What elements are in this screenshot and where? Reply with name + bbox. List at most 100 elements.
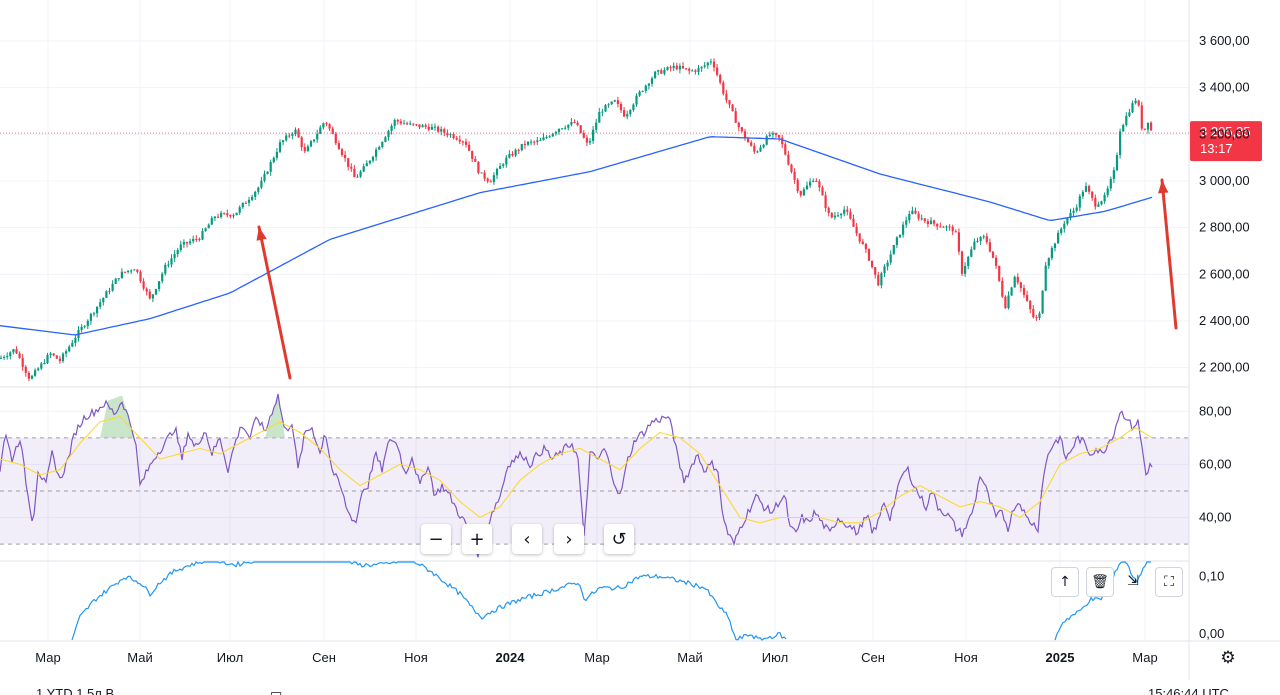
candle-body [30,375,34,379]
candle-body [579,125,582,133]
candle-body [102,297,105,303]
candle-body [123,271,127,273]
candle-body [1103,195,1106,202]
candle-body [368,160,371,164]
candle-body [3,357,6,359]
candle-body [1146,122,1150,130]
candle-body [1084,186,1088,192]
candle-body [114,278,117,284]
candle-body [61,353,65,362]
candle-body [12,349,15,353]
candle-body [861,241,864,245]
rsi-axis-label: 40,00 [1199,510,1232,525]
candle-body [988,242,991,252]
scroll-left-button[interactable]: ‹ [512,524,542,554]
candle-body [136,269,139,272]
candle-body [278,142,282,152]
candle-body [1044,265,1047,291]
candle-body [824,195,827,209]
candle-body [37,368,40,371]
candle-body [613,100,616,102]
candle-body [716,67,719,75]
candle-body [530,141,533,143]
candle-body [24,366,27,373]
candle-body [669,67,672,69]
candle-body [598,111,601,123]
candle-body [288,135,291,137]
indicator-line [71,560,787,641]
candle-body [672,65,675,69]
zoom-in-button[interactable]: + [462,524,492,554]
candle-body [802,189,805,196]
bottom-toolbar: 1 YTD 1 5л В ▭ 15:46:44 UTC [0,680,1280,695]
chart-settings-button[interactable]: ⚙ [1215,645,1241,671]
candle-body [427,126,430,130]
candle-body [564,127,567,129]
candle-body [638,91,641,96]
candle-body [1115,155,1119,171]
delete-pane-button[interactable]: 🗑 [1086,567,1114,597]
candles-layer [0,58,1153,382]
rsi-ma-line [0,415,1153,524]
candle-body [762,144,765,148]
price-axis-label: 3 600,00 [1199,33,1250,48]
scroll-right-button[interactable]: › [554,524,584,554]
candle-body [1063,223,1066,229]
candle-body [511,154,514,156]
candle-body [849,211,852,219]
candle-body [238,207,241,213]
indicator-axis-label: 0,10 [1199,568,1224,583]
candle-body [768,134,771,137]
candle-body [576,122,579,126]
chevron-right-icon: › [565,528,573,550]
candle-body [492,175,495,182]
candle-body [117,278,120,280]
candle-body [387,130,390,138]
candle-body [213,216,216,219]
candle-body [1106,188,1109,196]
candle-body [880,273,883,286]
time-axis-label: Сен [861,650,885,665]
annotation-arrowhead [256,227,267,241]
candle-body [570,122,573,125]
candle-body [1094,197,1097,207]
candle-body [954,231,957,233]
candle-body [551,133,554,137]
candle-body [573,122,576,124]
scroll-to-top-button[interactable]: ↑ [1051,567,1079,597]
candle-body [300,137,303,148]
zoom-out-button[interactable]: − [421,524,451,554]
candle-body [291,134,294,136]
calendar-icon[interactable]: ▭ [270,686,283,695]
timeframe-buttons[interactable]: 1 YTD 1 5л В [36,686,115,695]
chevron-left-icon: ‹ [523,528,531,550]
candle-body [375,149,378,157]
candle-body [923,218,926,222]
candle-body [1038,313,1041,319]
time-axis-label: Июл [217,650,243,665]
maximize-pane-button[interactable]: ⛶ [1155,567,1183,597]
candle-body [641,90,644,92]
candle-body [688,68,691,71]
candle-body [1069,212,1072,218]
candle-body [353,168,356,178]
candle-body [858,233,861,242]
collapse-pane-button[interactable]: ⇲ [1120,567,1146,595]
candle-body [1125,115,1128,125]
candle-body [957,232,960,252]
candle-body [309,141,313,147]
candle-body [1131,103,1134,113]
candle-body [1057,232,1060,244]
candle-body [92,313,96,315]
candle-body [381,141,384,148]
candle-body [489,181,492,183]
reset-chart-button[interactable]: ↺ [604,524,634,554]
candle-body [542,137,545,141]
candle-body [712,61,716,68]
candle-body [781,137,784,145]
candle-body [297,129,300,138]
candle-body [967,256,970,266]
annotation-arrows [256,178,1178,380]
candle-body [533,141,536,143]
